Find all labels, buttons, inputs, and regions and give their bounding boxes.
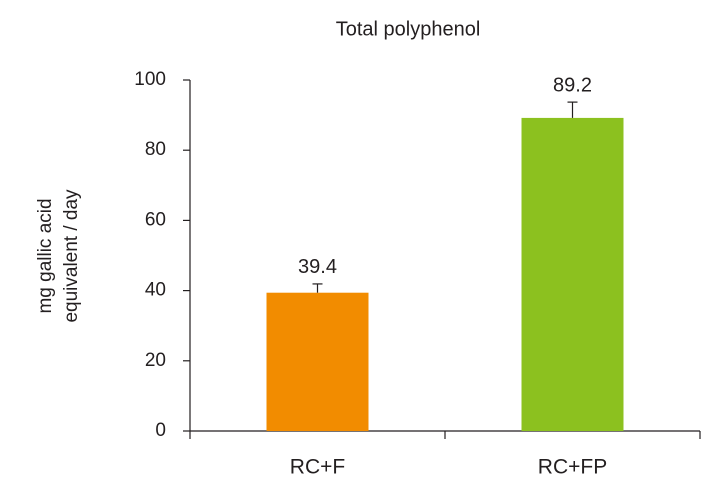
y-tick-label: 60 [145,209,166,230]
y-axis-label: mg gallic acid [35,198,56,313]
bar [266,292,369,431]
y-tick-label: 20 [145,350,166,371]
error-bar [312,283,323,293]
y-tick-label: 80 [145,139,166,160]
chart-title: Total polyphenol [336,18,481,40]
y-axis-label: equivalent / day [61,189,82,323]
y-tick-label: 40 [145,280,166,301]
y-tick-label: 0 [155,420,166,441]
y-tick-label: 100 [134,69,166,90]
value-label: 89.2 [553,74,592,96]
x-tick-label: RC+FP [538,456,607,479]
bar [521,117,624,432]
error-bar [567,101,578,118]
x-tick-label: RC+F [290,456,345,479]
value-label: 39.4 [298,256,337,278]
